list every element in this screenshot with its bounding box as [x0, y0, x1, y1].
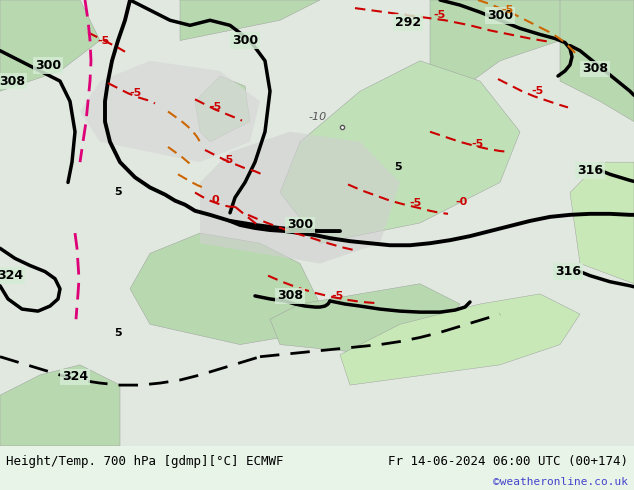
Polygon shape	[340, 294, 580, 385]
Text: -0: -0	[456, 196, 468, 207]
Polygon shape	[180, 0, 320, 41]
Polygon shape	[280, 61, 520, 243]
Polygon shape	[430, 0, 634, 112]
Text: -5: -5	[532, 86, 544, 96]
Text: -5: -5	[332, 291, 344, 301]
Text: 0: 0	[211, 195, 219, 205]
Text: -5: -5	[98, 36, 110, 46]
Text: 308: 308	[0, 74, 25, 88]
Polygon shape	[0, 0, 634, 446]
Text: 5: 5	[114, 328, 122, 339]
Polygon shape	[0, 0, 100, 91]
Text: 300: 300	[287, 219, 313, 231]
Text: 5: 5	[394, 162, 402, 172]
Text: -10: -10	[309, 112, 327, 122]
Text: 316: 316	[555, 265, 581, 278]
Text: 324: 324	[0, 269, 23, 282]
Text: 308: 308	[582, 62, 608, 75]
Text: -5: -5	[502, 5, 514, 15]
Text: 300: 300	[232, 34, 258, 47]
Polygon shape	[0, 365, 120, 446]
Text: 300: 300	[487, 9, 513, 22]
Text: -5: -5	[409, 197, 421, 208]
Text: 308: 308	[277, 290, 303, 302]
Text: -5: -5	[472, 139, 484, 149]
Text: -5: -5	[209, 102, 221, 112]
Text: -5: -5	[129, 88, 141, 98]
Text: 316: 316	[577, 164, 603, 177]
Text: 300: 300	[35, 59, 61, 73]
Polygon shape	[570, 162, 634, 284]
Polygon shape	[200, 132, 400, 264]
Text: 292: 292	[395, 16, 421, 29]
Text: -5: -5	[434, 10, 446, 20]
Polygon shape	[195, 76, 250, 142]
Polygon shape	[270, 284, 460, 355]
Text: 5: 5	[114, 187, 122, 196]
Polygon shape	[130, 233, 320, 344]
Text: ©weatheronline.co.uk: ©weatheronline.co.uk	[493, 477, 628, 487]
Polygon shape	[560, 0, 634, 122]
Text: 324: 324	[62, 370, 88, 384]
Text: -5: -5	[222, 155, 234, 165]
Polygon shape	[80, 61, 260, 162]
Text: Height/Temp. 700 hPa [gdmp][°C] ECMWF: Height/Temp. 700 hPa [gdmp][°C] ECMWF	[6, 455, 283, 468]
Text: Fr 14-06-2024 06:00 UTC (00+174): Fr 14-06-2024 06:00 UTC (00+174)	[388, 455, 628, 468]
